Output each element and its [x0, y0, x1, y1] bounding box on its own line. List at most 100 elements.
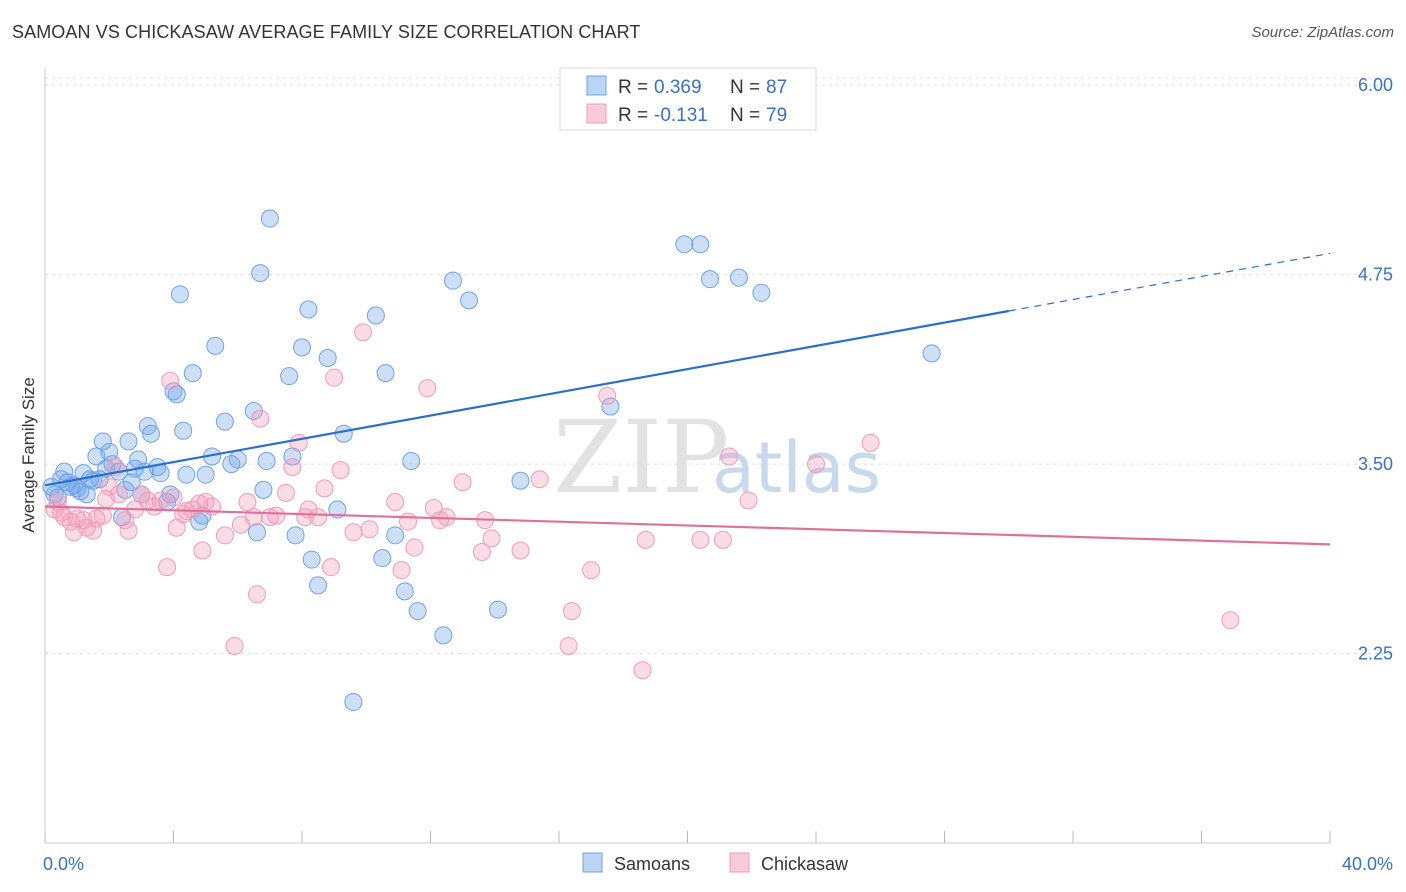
y-tick-label: 2.25 — [1358, 644, 1393, 664]
samoans-point — [228, 450, 247, 469]
samoans-point — [174, 421, 193, 440]
samoans-point — [922, 344, 941, 363]
samoans-point — [164, 382, 183, 401]
chickasaw-point — [562, 602, 581, 621]
watermark: ZIP atlas — [553, 399, 881, 516]
chickasaw-point — [472, 542, 491, 561]
y-tick-label: 4.75 — [1358, 265, 1393, 285]
chickasaw-point — [321, 558, 340, 577]
samoans-point — [61, 477, 80, 496]
chickasaw-point — [1221, 611, 1240, 630]
samoans-point — [151, 464, 170, 483]
chickasaw-point — [276, 483, 295, 502]
watermark-atlas: atlas — [712, 427, 881, 509]
samoans-point — [443, 271, 462, 290]
legend-samoans-n-label: N = — [730, 77, 760, 98]
x-tick-label-min: 0.0% — [43, 854, 84, 874]
chickasaw-point — [582, 561, 601, 580]
samoans-point — [752, 283, 771, 302]
chickasaw-point — [392, 561, 411, 580]
samoans-point — [601, 397, 620, 416]
samoans-point — [257, 452, 276, 471]
samoans-point — [460, 291, 479, 310]
samoans-point — [206, 336, 225, 355]
chickasaw-point — [161, 371, 180, 390]
legend-samoans-swatch — [586, 75, 607, 96]
chickasaw-point — [55, 508, 74, 527]
samoans-point — [260, 209, 279, 228]
samoans-point — [55, 462, 74, 481]
watermark-zip: ZIP — [553, 399, 729, 516]
chickasaw-point — [861, 433, 880, 452]
samoans-point — [376, 364, 395, 383]
samoans-point — [366, 306, 385, 325]
samoans-point — [100, 442, 119, 461]
chickasaw-point — [354, 323, 373, 342]
legend-samoans-n: 87 — [766, 77, 787, 98]
axes — [44, 68, 1331, 844]
chickasaw-point — [93, 506, 112, 525]
chickasaw-point — [109, 485, 128, 504]
chickasaw-point — [315, 479, 334, 498]
samoans-point — [395, 582, 414, 601]
chickasaw-point — [720, 447, 739, 466]
legend: R = 0.369 N = 87 R = -0.131 N = 79 — [559, 67, 817, 131]
samoans-point — [280, 367, 299, 386]
samoans-point — [700, 270, 719, 289]
samoans-point — [170, 285, 189, 304]
legend-chickasaw-r: -0.131 — [654, 105, 708, 126]
samoans-point — [142, 424, 161, 443]
legend-chickasaw-n: 79 — [766, 105, 787, 126]
gridlines — [45, 77, 1393, 655]
chickasaw-point — [691, 530, 710, 549]
samoans-point — [183, 364, 202, 383]
chickasaw-point — [344, 523, 363, 542]
chickasaw-point — [193, 541, 212, 560]
samoans-point — [511, 471, 530, 490]
samoans-point — [286, 526, 305, 545]
chickasaw-point — [636, 530, 655, 549]
chickasaw-point — [309, 508, 328, 527]
chickasaw-point — [331, 461, 350, 480]
chart-title: SAMOAN VS CHICKASAW AVERAGE FAMILY SIZE … — [12, 22, 641, 42]
y-tick-label: 3.50 — [1358, 454, 1393, 474]
samoans-point — [488, 600, 507, 619]
y-tick-labels: 2.25 3.50 4.75 6.00 — [1358, 75, 1393, 663]
y-tick-label: 6.00 — [1358, 75, 1393, 95]
chickasaw-point — [100, 477, 119, 496]
chickasaw-point — [807, 455, 825, 474]
samoans-point — [334, 424, 353, 443]
samoans-point — [729, 268, 748, 287]
samoans-point — [328, 500, 347, 519]
chickasaw-point — [158, 558, 177, 577]
legend-samoans-r-label: R = — [618, 77, 648, 98]
chickasaw-point — [238, 492, 257, 511]
samoans-point — [248, 523, 267, 542]
samoans-point — [309, 576, 328, 595]
samoans-point — [122, 473, 141, 492]
samoans-point — [408, 602, 427, 621]
source-label: Source: ZipAtlas.com — [1251, 24, 1394, 41]
samoans-trend-line — [44, 309, 1009, 487]
bottom-legend-chickasaw-swatch — [729, 852, 750, 873]
bottom-legend: Samoans Chickasaw — [582, 852, 849, 874]
legend-chickasaw-swatch — [586, 103, 607, 124]
samoans-point — [251, 264, 270, 283]
chickasaw-point — [325, 368, 344, 387]
chickasaw-trend-line — [44, 505, 1331, 546]
x-tick-label-max: 40.0% — [1342, 854, 1393, 874]
chickasaw-point — [511, 541, 530, 560]
chickasaw-point — [360, 520, 379, 539]
chickasaw-point — [283, 458, 302, 477]
samoans-point — [302, 550, 321, 569]
bottom-legend-chickasaw: Chickasaw — [761, 854, 849, 874]
legend-chickasaw-n-label: N = — [730, 105, 760, 126]
bottom-legend-samoans-swatch — [582, 852, 603, 873]
samoans-point — [293, 338, 311, 357]
chickasaw-point — [598, 386, 617, 405]
samoans-point — [93, 432, 112, 451]
chickasaw-point — [267, 506, 286, 525]
samoans-point — [434, 626, 453, 645]
samoans-point — [402, 452, 421, 471]
